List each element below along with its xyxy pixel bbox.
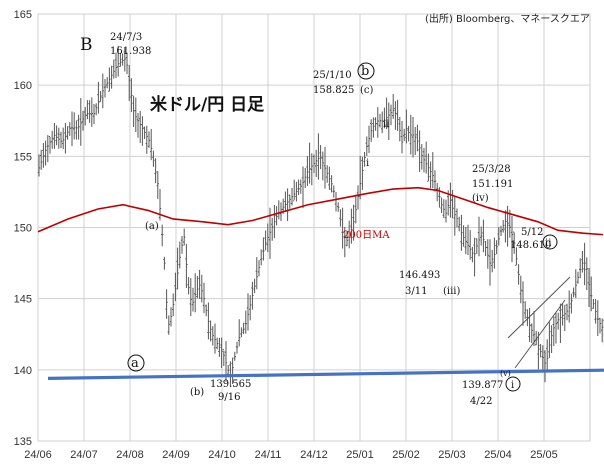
y-tick-label: 150 xyxy=(14,223,32,235)
circle-i xyxy=(505,376,521,392)
x-axis: 24/06 24/07 24/08 24/09 24/10 24/11 24/12 25/01… xyxy=(24,449,558,461)
label-v-value: 139.877 xyxy=(462,380,503,391)
label-roman-ii-small: ⅱ xyxy=(383,119,390,130)
circle-b xyxy=(357,62,375,80)
chart-title: 米ドル/円 日足 xyxy=(150,94,264,115)
label-iv-value: 151.191 xyxy=(472,179,513,190)
y-tick-label: 145 xyxy=(14,294,32,306)
label-paren-b-date: 9/16 xyxy=(218,392,240,403)
source-note: (出所) Bloomberg、マネースクエア xyxy=(425,12,590,25)
support-line xyxy=(47,368,604,380)
label-ii-date: 5/12 xyxy=(521,227,543,238)
y-tick-label: 160 xyxy=(14,80,32,92)
x-tick-label: 24/10 xyxy=(208,449,236,461)
y-tick-label: 140 xyxy=(14,365,32,377)
wedge-lower-line xyxy=(514,299,566,369)
label-b-value: 158.825 xyxy=(313,85,354,96)
label-iv: (iv) xyxy=(472,193,489,204)
y-tick-label: 135 xyxy=(14,436,32,448)
label-a: a xyxy=(131,356,139,371)
wedge-upper-line xyxy=(507,276,571,339)
x-tick-label: 25/01 xyxy=(346,449,374,461)
label-paren-c: (c) xyxy=(360,85,374,96)
label-iv-date: 25/3/28 xyxy=(472,164,511,175)
label-paren-b-value: 139.565 xyxy=(210,379,251,390)
label-ii-value: 148.610 xyxy=(510,240,551,251)
x-tick-label: 24/12 xyxy=(300,449,328,461)
circle-a xyxy=(127,354,145,372)
ma200-label: 200日MA xyxy=(343,230,390,241)
label-iii: (iii) xyxy=(443,286,460,297)
x-tick-label: 24/07 xyxy=(70,449,98,461)
label-roman-i-small: ⅰ xyxy=(366,158,369,169)
x-tick-label: 24/11 xyxy=(255,449,282,461)
x-tick-label: 25/02 xyxy=(392,449,420,461)
label-ii: ii xyxy=(545,238,551,249)
label-i: i xyxy=(511,380,514,391)
label-paren-b: (b) xyxy=(190,387,204,398)
price-bars xyxy=(37,45,604,387)
label-v-date: 4/22 xyxy=(470,396,492,407)
x-tick-label: 24/09 xyxy=(162,449,190,461)
ma200-line xyxy=(37,186,604,236)
circle-ii xyxy=(542,234,558,250)
y-tick-label: 165 xyxy=(14,9,32,21)
x-tick-label: 24/08 xyxy=(116,449,144,461)
label-b: b xyxy=(361,64,369,79)
y-axis: 135 140 145 150 155 160 165 xyxy=(14,9,32,448)
label-b-date: 25/1/10 xyxy=(313,70,352,81)
label-B-value: 161.938 xyxy=(110,46,151,57)
label-iii-date: 3/11 xyxy=(405,286,427,297)
wedge-lines xyxy=(507,276,571,369)
x-tick-label: 25/04 xyxy=(484,449,512,461)
x-tick-label: 25/05 xyxy=(530,449,558,461)
x-tick-label: 24/06 xyxy=(24,449,52,461)
label-B: B xyxy=(80,35,93,55)
x-tick-label: 25/03 xyxy=(438,449,466,461)
label-v: (v) xyxy=(500,369,511,378)
label-paren-a: (a) xyxy=(145,221,159,232)
label-iii-value: 146.493 xyxy=(399,270,440,281)
y-tick-label: 155 xyxy=(14,151,32,163)
label-B-date: 24/7/3 xyxy=(110,32,142,43)
